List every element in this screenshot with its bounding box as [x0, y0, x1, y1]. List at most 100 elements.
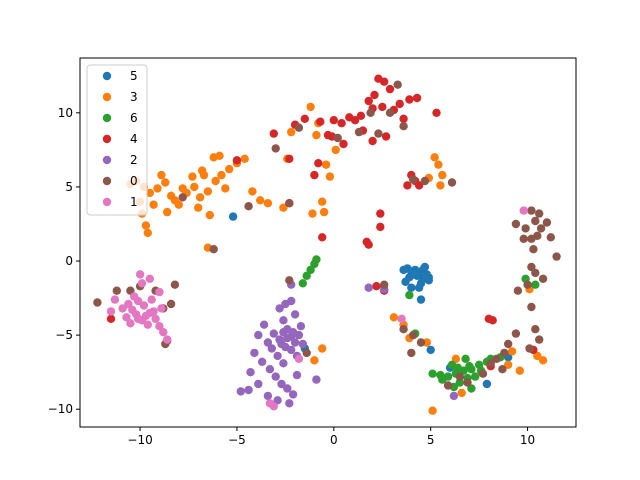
legend-label: 3 — [130, 90, 138, 104]
data-point — [527, 302, 536, 312]
data-point — [221, 184, 230, 193]
legend-label: 0 — [130, 174, 138, 188]
data-point — [143, 228, 152, 238]
data-point — [385, 84, 395, 94]
data-point — [378, 102, 387, 112]
data-point — [492, 354, 501, 363]
data-point — [157, 170, 166, 180]
data-point — [500, 348, 509, 358]
data-point — [279, 316, 288, 325]
legend-marker — [102, 92, 112, 102]
data-point — [283, 333, 292, 343]
data-point — [443, 381, 453, 390]
data-point — [399, 114, 408, 124]
legend-label: 2 — [130, 153, 138, 167]
data-point — [277, 339, 286, 349]
data-point — [552, 252, 561, 261]
legend-marker — [102, 197, 112, 207]
legend-box — [86, 64, 148, 216]
legend-label: 1 — [130, 195, 138, 209]
data-point — [236, 387, 245, 396]
data-point — [455, 378, 464, 387]
data-point — [298, 339, 307, 349]
data-point — [519, 206, 528, 215]
data-point — [287, 345, 296, 355]
data-point — [498, 365, 507, 374]
data-point — [190, 182, 199, 192]
data-point — [486, 359, 495, 368]
data-point — [254, 379, 263, 389]
x-tick-label: 0 — [330, 433, 338, 447]
data-point — [488, 316, 497, 325]
data-point — [257, 357, 267, 366]
data-point — [163, 335, 172, 344]
x-tick-label: 5 — [427, 433, 435, 447]
data-point — [318, 344, 327, 353]
data-point — [399, 325, 408, 334]
data-point — [199, 170, 209, 180]
data-point — [523, 280, 532, 289]
plot-area-frame — [79, 57, 577, 428]
data-point — [461, 354, 470, 363]
data-point — [159, 328, 168, 337]
data-point — [279, 359, 288, 368]
data-point — [312, 255, 321, 264]
data-point — [259, 320, 269, 329]
data-point — [112, 286, 122, 295]
data-point — [271, 144, 280, 153]
data-point — [124, 299, 133, 309]
data-point — [288, 390, 298, 399]
data-point — [356, 111, 366, 121]
data-point — [269, 129, 278, 138]
data-point — [482, 379, 492, 389]
legend-label: 5 — [130, 69, 138, 83]
data-point — [345, 113, 354, 122]
data-point — [294, 354, 304, 363]
data-point — [407, 348, 416, 358]
data-point — [455, 372, 464, 381]
data-point — [331, 145, 340, 155]
data-point — [133, 314, 143, 323]
data-point — [149, 307, 158, 316]
data-point — [302, 348, 311, 358]
data-point — [531, 216, 540, 226]
data-point — [178, 184, 187, 193]
data-point — [399, 122, 408, 131]
data-point — [300, 114, 309, 124]
data-point — [290, 310, 300, 319]
data-point — [318, 233, 327, 242]
data-point — [292, 370, 302, 380]
data-point — [449, 391, 459, 401]
data-point — [122, 313, 131, 322]
data-point — [451, 354, 461, 363]
y-tick-label: 0 — [65, 254, 73, 268]
data-point — [263, 199, 273, 208]
data-point — [195, 193, 205, 202]
data-point — [275, 304, 284, 313]
data-point — [308, 209, 317, 218]
data-point — [403, 181, 412, 190]
data-point — [546, 233, 555, 242]
data-point — [141, 311, 151, 321]
data-point — [248, 187, 257, 196]
data-point — [434, 160, 443, 169]
data-point — [424, 273, 433, 282]
data-point — [106, 307, 116, 316]
data-point — [225, 164, 234, 174]
data-point — [244, 385, 253, 395]
data-points — [93, 74, 561, 415]
data-point — [416, 295, 426, 304]
data-point — [269, 329, 278, 338]
data-point — [329, 116, 338, 125]
data-point — [285, 199, 294, 208]
data-point — [273, 396, 282, 405]
data-point — [217, 170, 226, 180]
data-point — [438, 375, 447, 384]
data-point — [527, 262, 536, 272]
data-point — [368, 136, 377, 146]
data-point — [166, 299, 176, 309]
data-point — [428, 369, 437, 378]
data-point — [203, 187, 213, 196]
data-point — [155, 322, 164, 331]
